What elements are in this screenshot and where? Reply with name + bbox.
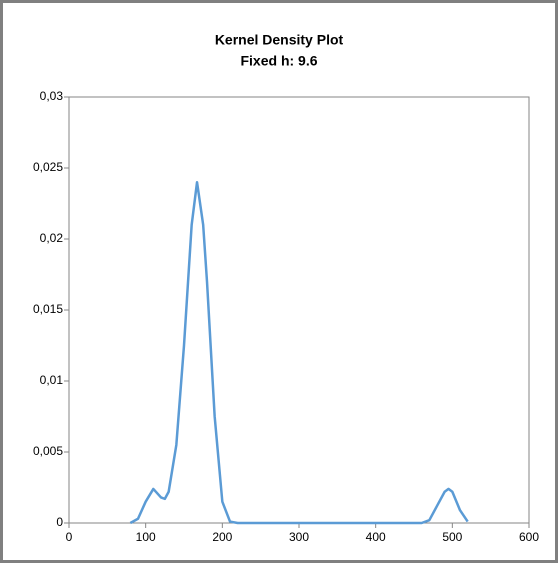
y-tick-label: 0,03 <box>40 89 64 103</box>
x-tick-label: 300 <box>289 530 309 544</box>
y-tick-label: 0 <box>56 515 63 529</box>
chart-subtitle: Fixed h: 9.6 <box>240 53 317 69</box>
density-line <box>129 180 469 525</box>
y-tick-label: 0,02 <box>40 231 64 245</box>
x-tick-label: 200 <box>212 530 232 544</box>
chart-title: Kernel Density Plot <box>215 32 344 48</box>
y-tick-label: 0,005 <box>33 444 63 458</box>
x-tick-label: 0 <box>66 530 73 544</box>
x-tick-label: 400 <box>366 530 386 544</box>
y-tick-label: 0,01 <box>40 373 64 387</box>
y-tick-label: 0,015 <box>33 302 63 316</box>
x-tick-label: 600 <box>519 530 539 544</box>
x-tick-label: 100 <box>136 530 156 544</box>
y-tick-label: 0,025 <box>33 160 63 174</box>
x-tick-label: 500 <box>442 530 462 544</box>
